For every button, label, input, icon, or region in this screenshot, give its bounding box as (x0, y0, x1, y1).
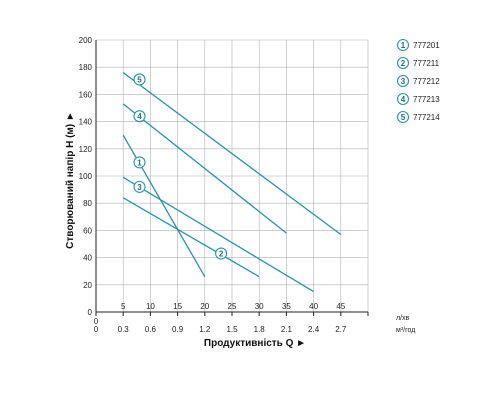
series-line-777212 (122, 176, 314, 293)
series-line-777211 (122, 197, 260, 278)
y-tick-label: 60 (83, 226, 92, 235)
y-tick-label: 0 (88, 308, 93, 317)
x-tick-label-secondary: 0.3 (118, 325, 130, 334)
x-tick-label: 25 (228, 302, 237, 311)
x-tick-label-secondary: 0 (94, 325, 99, 334)
y-tick-label: 180 (79, 63, 93, 72)
legend-entry-label: 777214 (413, 113, 440, 122)
legend-marker-label: 5 (401, 113, 406, 122)
x-tick-label: 45 (336, 302, 345, 311)
x-axis-title: Продуктивність Q ► (204, 338, 306, 349)
x-tick-label: 15 (173, 302, 182, 311)
x-tick-label-secondary: 0.6 (145, 325, 157, 334)
legend-marker-label: 1 (401, 41, 406, 50)
y-tick-label: 160 (79, 90, 93, 99)
y-tick-label: 120 (79, 145, 93, 154)
y-tick-label: 80 (83, 199, 92, 208)
x-tick-label-secondary: 2.1 (281, 325, 293, 334)
legend-entry-label: 777211 (413, 59, 440, 68)
y-tick-label: 140 (79, 118, 93, 127)
x-tick-label-secondary: 0.9 (172, 325, 184, 334)
x-tick-label: 40 (309, 302, 318, 311)
y-tick-label: 100 (79, 172, 93, 181)
legend-marker-2 (396, 56, 410, 70)
legend-marker-1 (396, 38, 410, 52)
series-marker-4 (133, 110, 146, 123)
x-tick-label: 35 (282, 302, 291, 311)
x-unit-primary: л/хв (396, 315, 410, 322)
legend-marker-label: 3 (401, 77, 406, 86)
series-marker-label: 4 (137, 112, 142, 121)
legend-marker-label: 4 (401, 95, 406, 104)
y-axis-title: Створюваний напір H (м) ► (65, 111, 76, 249)
legend-marker-5 (396, 110, 410, 124)
legend-entry-label: 777201 (413, 41, 440, 50)
series-marker-3 (133, 180, 146, 193)
series-marker-2 (215, 247, 228, 260)
x-tick-label-secondary: 2.7 (335, 325, 347, 334)
legend-marker-label: 2 (401, 59, 406, 68)
series: 1 2 3 4 5 (122, 72, 342, 293)
series-marker-1 (133, 156, 146, 169)
y-tick-label: 40 (83, 254, 92, 263)
series-line-777201 (122, 134, 206, 277)
legend-entry-label: 777212 (413, 77, 440, 86)
x-tick-label-secondary: 1.2 (199, 325, 211, 334)
x-tick-label: 10 (146, 302, 155, 311)
legend-marker-4 (396, 92, 410, 106)
x-tick-label: 30 (255, 302, 264, 311)
series-marker-label: 5 (137, 75, 142, 84)
x-tick-label: 5 (121, 302, 126, 311)
x-tick-label: 20 (200, 302, 209, 311)
series-line-777213 (122, 103, 287, 234)
x-unit-secondary: м³/год (396, 327, 415, 334)
y-tick-label: 200 (79, 36, 93, 45)
series-marker-label: 3 (137, 183, 142, 192)
x-tick-label-secondary: 2.4 (308, 325, 320, 334)
legend-entry-label: 777213 (413, 95, 440, 104)
legend: 1 777201 2 777211 3 777212 4 777213 5 777214 (396, 38, 440, 124)
x-tick-label-secondary: 1.8 (254, 325, 266, 334)
x-tick-label: 0 (94, 317, 99, 326)
y-tick-label: 20 (83, 281, 92, 290)
series-line-777214 (122, 72, 342, 236)
series-marker-label: 2 (219, 250, 224, 259)
legend-marker-3 (396, 74, 410, 88)
x-tick-label-secondary: 1.5 (226, 325, 238, 334)
series-marker-label: 1 (137, 158, 142, 167)
series-marker-5 (133, 73, 146, 86)
